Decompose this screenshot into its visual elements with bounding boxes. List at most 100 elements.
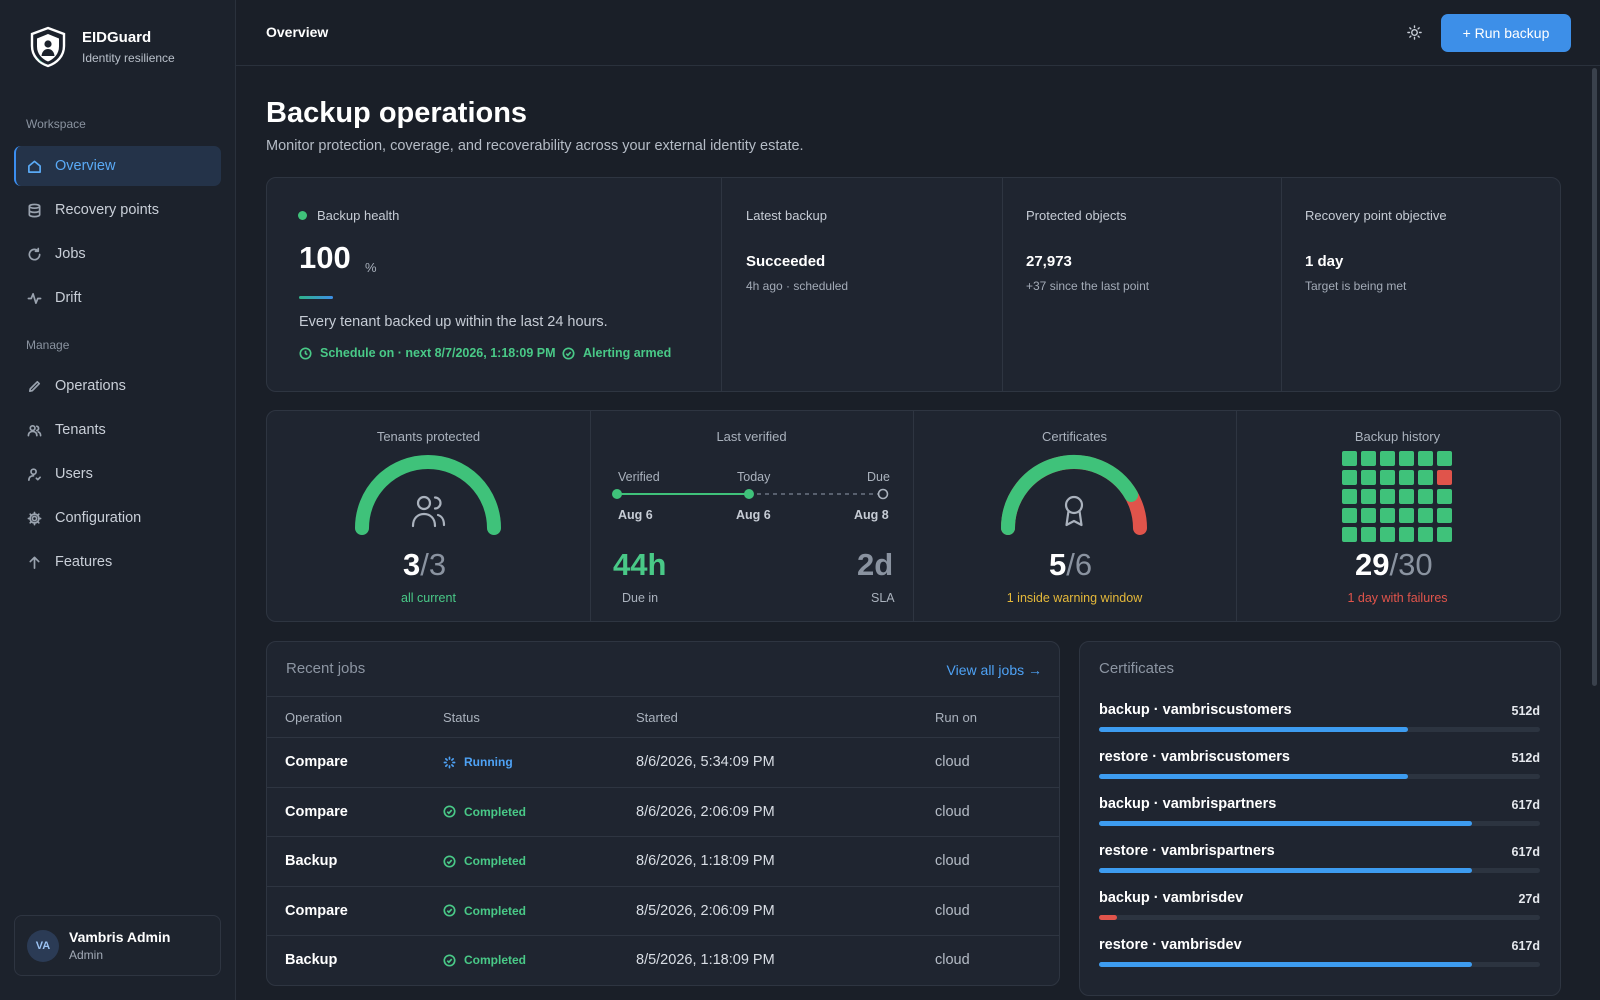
job-status-text: Completed xyxy=(464,953,527,968)
history-day-success[interactable] xyxy=(1437,489,1452,504)
user-name: Vambris Admin xyxy=(69,929,171,945)
history-day-success[interactable] xyxy=(1380,451,1395,466)
home-icon xyxy=(28,160,41,173)
timeline-verified-marker xyxy=(612,489,622,499)
history-day-success[interactable] xyxy=(1418,508,1433,523)
nav-section-workspace: Workspace xyxy=(26,117,86,131)
timeline-verified-label: Verified xyxy=(618,470,660,484)
run-backup-button[interactable]: + Run backup xyxy=(1441,14,1571,52)
protected-objects-sub: +37 since the last point xyxy=(1026,279,1150,293)
view-all-jobs-link[interactable]: View all jobs → xyxy=(946,662,1042,678)
history-day-success[interactable] xyxy=(1342,451,1357,466)
tenants-total: /3 xyxy=(420,547,447,582)
table-row[interactable]: Compare Running 8/6/2026, 5:34:09 PM cloud xyxy=(267,737,1059,787)
certificate-expiry-bar-fill xyxy=(1099,868,1472,873)
history-day-success[interactable] xyxy=(1361,451,1376,466)
history-day-success[interactable] xyxy=(1399,508,1414,523)
job-operation: Backup xyxy=(285,853,338,870)
certificate-item[interactable]: backup · vambrispartners 617d xyxy=(1099,796,1540,826)
spinner-icon xyxy=(443,756,456,769)
column-header-run-on: Run on xyxy=(935,709,977,725)
certificate-expiry-bar xyxy=(1099,774,1540,779)
history-day-success[interactable] xyxy=(1399,451,1414,466)
history-day-success[interactable] xyxy=(1361,489,1376,504)
timeline-today-label: Today xyxy=(737,470,771,484)
sidebar-item-operations[interactable]: Operations xyxy=(14,366,221,406)
sidebar-item-label: Users xyxy=(55,466,93,482)
page-subtitle: Monitor protection, coverage, and recove… xyxy=(266,138,804,154)
certificate-item[interactable]: backup · vambriscustomers 512d xyxy=(1099,702,1540,732)
job-started: 8/6/2026, 5:34:09 PM xyxy=(636,754,775,771)
sidebar-item-tenants[interactable]: Tenants xyxy=(14,410,221,450)
history-day-success[interactable] xyxy=(1418,470,1433,485)
history-day-success[interactable] xyxy=(1342,508,1357,523)
check-circle-icon xyxy=(443,954,456,967)
backup-health-description: Every tenant backed up within the last 2… xyxy=(299,314,608,330)
history-day-success[interactable] xyxy=(1437,508,1452,523)
history-day-success[interactable] xyxy=(1342,527,1357,542)
timeline-due-date: Aug 8 xyxy=(854,508,889,522)
table-row[interactable]: Compare Completed 8/5/2026, 2:06:09 PM clou… xyxy=(267,885,1059,936)
history-day-success[interactable] xyxy=(1361,508,1376,523)
certificate-expiry-bar xyxy=(1099,821,1540,826)
history-day-success[interactable] xyxy=(1399,489,1414,504)
sidebar-item-features[interactable]: Features xyxy=(14,542,221,582)
sun-icon[interactable] xyxy=(1406,24,1423,41)
due-in-value: 44h xyxy=(613,547,667,582)
history-day-success[interactable] xyxy=(1437,451,1452,466)
history-day-success[interactable] xyxy=(1418,489,1433,504)
clock-icon xyxy=(299,346,312,360)
history-day-success[interactable] xyxy=(1380,527,1395,542)
brand[interactable]: EIDGuard Identity resilience xyxy=(28,26,175,68)
job-status-text: Running xyxy=(464,755,513,770)
history-day-success[interactable] xyxy=(1380,470,1395,485)
sidebar-item-users[interactable]: Users xyxy=(14,454,221,494)
timeline-due-marker xyxy=(877,488,889,500)
jobs-table: Operation Status Started Run on Compare R… xyxy=(267,696,1059,985)
table-row[interactable]: Backup Completed 8/6/2026, 1:18:09 PM cloud xyxy=(267,836,1059,886)
history-day-success[interactable] xyxy=(1361,470,1376,485)
sidebar-item-jobs[interactable]: Jobs xyxy=(14,234,221,274)
job-started: 8/6/2026, 2:06:09 PM xyxy=(636,803,775,820)
check-circle-icon xyxy=(443,904,456,917)
history-day-success[interactable] xyxy=(1437,527,1452,542)
divider xyxy=(1002,178,1003,391)
history-day-success[interactable] xyxy=(1399,527,1414,542)
user-role: Admin xyxy=(69,948,104,962)
certificate-item[interactable]: restore · vambrispartners 617d xyxy=(1099,843,1540,873)
table-row[interactable]: Compare Completed 8/6/2026, 2:06:09 PM clou… xyxy=(267,786,1059,837)
table-row[interactable]: Backup Completed 8/5/2026, 1:18:09 PM cloud xyxy=(267,935,1059,985)
certificate-item[interactable]: backup · vambrisdev 27d xyxy=(1099,890,1540,920)
pencil-icon xyxy=(28,380,41,392)
history-day-success[interactable] xyxy=(1361,527,1376,542)
history-day-success[interactable] xyxy=(1399,470,1414,485)
certificate-item[interactable]: restore · vambriscustomers 512d xyxy=(1099,749,1540,779)
sidebar-item-overview[interactable]: Overview xyxy=(14,146,221,186)
certificate-expiry-bar xyxy=(1099,727,1540,732)
history-day-success[interactable] xyxy=(1418,451,1433,466)
history-day-success[interactable] xyxy=(1380,489,1395,504)
page-scrollbar[interactable] xyxy=(1592,68,1597,686)
certificate-item[interactable]: restore · vambrisdev 617d xyxy=(1099,937,1540,967)
verification-timeline xyxy=(612,488,889,500)
arrow-up-icon xyxy=(29,556,40,569)
history-day-success[interactable] xyxy=(1418,527,1433,542)
sidebar-item-label: Operations xyxy=(55,378,126,394)
tenants-protected-label: Tenants protected xyxy=(376,429,481,444)
sidebar-item-configuration[interactable]: Configuration xyxy=(14,498,221,538)
activity-icon xyxy=(27,292,42,304)
certificates-title: Certificates xyxy=(1099,660,1175,677)
divider xyxy=(590,411,591,621)
users-icon xyxy=(27,424,42,436)
sidebar-item-label: Overview xyxy=(55,158,116,174)
user-profile-card[interactable]: VA Vambris Admin Admin xyxy=(14,915,221,976)
history-day-success[interactable] xyxy=(1342,489,1357,504)
sidebar-item-recovery-points[interactable]: Recovery points xyxy=(14,190,221,230)
history-day-success[interactable] xyxy=(1342,470,1357,485)
backup-health-unit: % xyxy=(365,260,377,275)
certificates-metric-value: 5/6 xyxy=(1049,547,1092,583)
rpo-value: 1 day xyxy=(1305,253,1344,270)
history-day-failed[interactable] xyxy=(1437,470,1452,485)
history-day-success[interactable] xyxy=(1380,508,1395,523)
sidebar-item-drift[interactable]: Drift xyxy=(14,278,221,318)
